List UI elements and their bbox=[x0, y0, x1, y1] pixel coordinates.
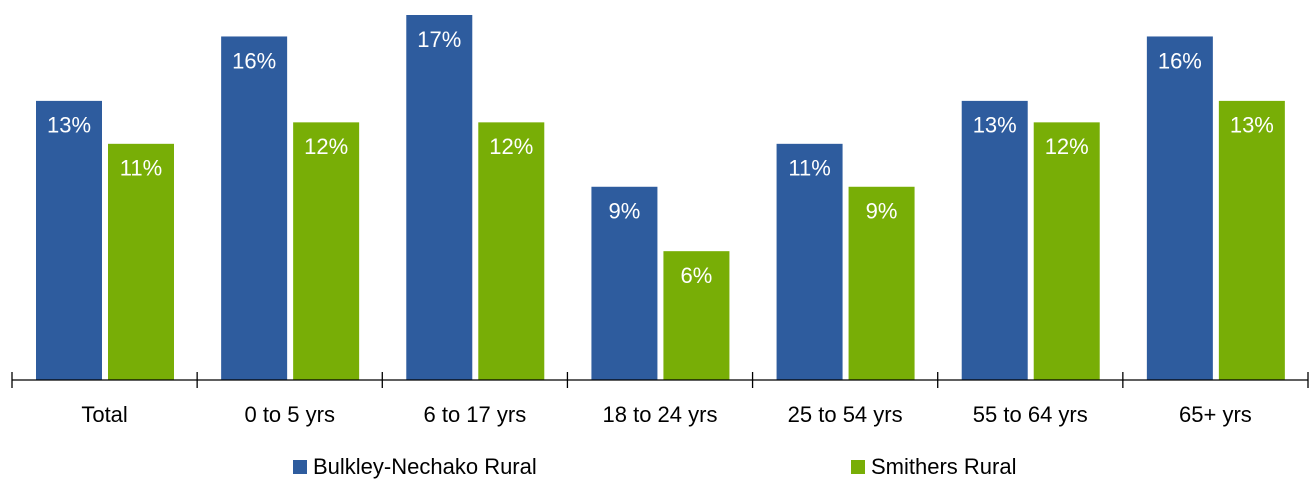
data-label: 11% bbox=[120, 156, 162, 181]
bar bbox=[663, 251, 730, 380]
data-label: 16% bbox=[232, 48, 276, 73]
legend-label: Bulkley-Nechako Rural bbox=[313, 454, 537, 479]
x-tick-label: Total bbox=[81, 402, 127, 427]
x-tick-label: 65+ yrs bbox=[1179, 402, 1252, 427]
data-label: 11% bbox=[788, 156, 830, 181]
data-label: 9% bbox=[866, 199, 898, 224]
data-label: 17% bbox=[417, 27, 461, 52]
bar bbox=[36, 100, 102, 380]
bar bbox=[1033, 122, 1100, 381]
x-tick-label: 6 to 17 yrs bbox=[423, 402, 526, 427]
x-tick-label: 18 to 24 yrs bbox=[603, 402, 718, 427]
data-label: 13% bbox=[47, 113, 91, 138]
data-label: 13% bbox=[973, 113, 1017, 138]
x-tick-label: 0 to 5 yrs bbox=[244, 402, 334, 427]
data-label: 12% bbox=[304, 134, 348, 159]
data-label: 9% bbox=[609, 199, 641, 224]
bar bbox=[848, 186, 915, 380]
bar bbox=[961, 100, 1028, 380]
x-tick-label: 25 to 54 yrs bbox=[788, 402, 903, 427]
bar bbox=[776, 143, 843, 380]
legend-swatch bbox=[293, 460, 307, 474]
bar bbox=[1146, 36, 1213, 381]
bar bbox=[221, 36, 288, 381]
bar bbox=[108, 143, 174, 380]
bar bbox=[478, 122, 545, 381]
bar bbox=[293, 122, 360, 381]
data-label: 12% bbox=[1045, 134, 1089, 159]
data-label: 6% bbox=[681, 263, 713, 288]
x-tick-label: 55 to 64 yrs bbox=[973, 402, 1088, 427]
bar bbox=[591, 186, 658, 380]
data-label: 12% bbox=[489, 134, 533, 159]
bar bbox=[1218, 100, 1285, 380]
legend-swatch bbox=[851, 460, 865, 474]
data-label: 13% bbox=[1230, 113, 1274, 138]
data-label: 16% bbox=[1158, 48, 1202, 73]
legend-label: Smithers Rural bbox=[871, 454, 1016, 479]
bar bbox=[406, 15, 473, 380]
